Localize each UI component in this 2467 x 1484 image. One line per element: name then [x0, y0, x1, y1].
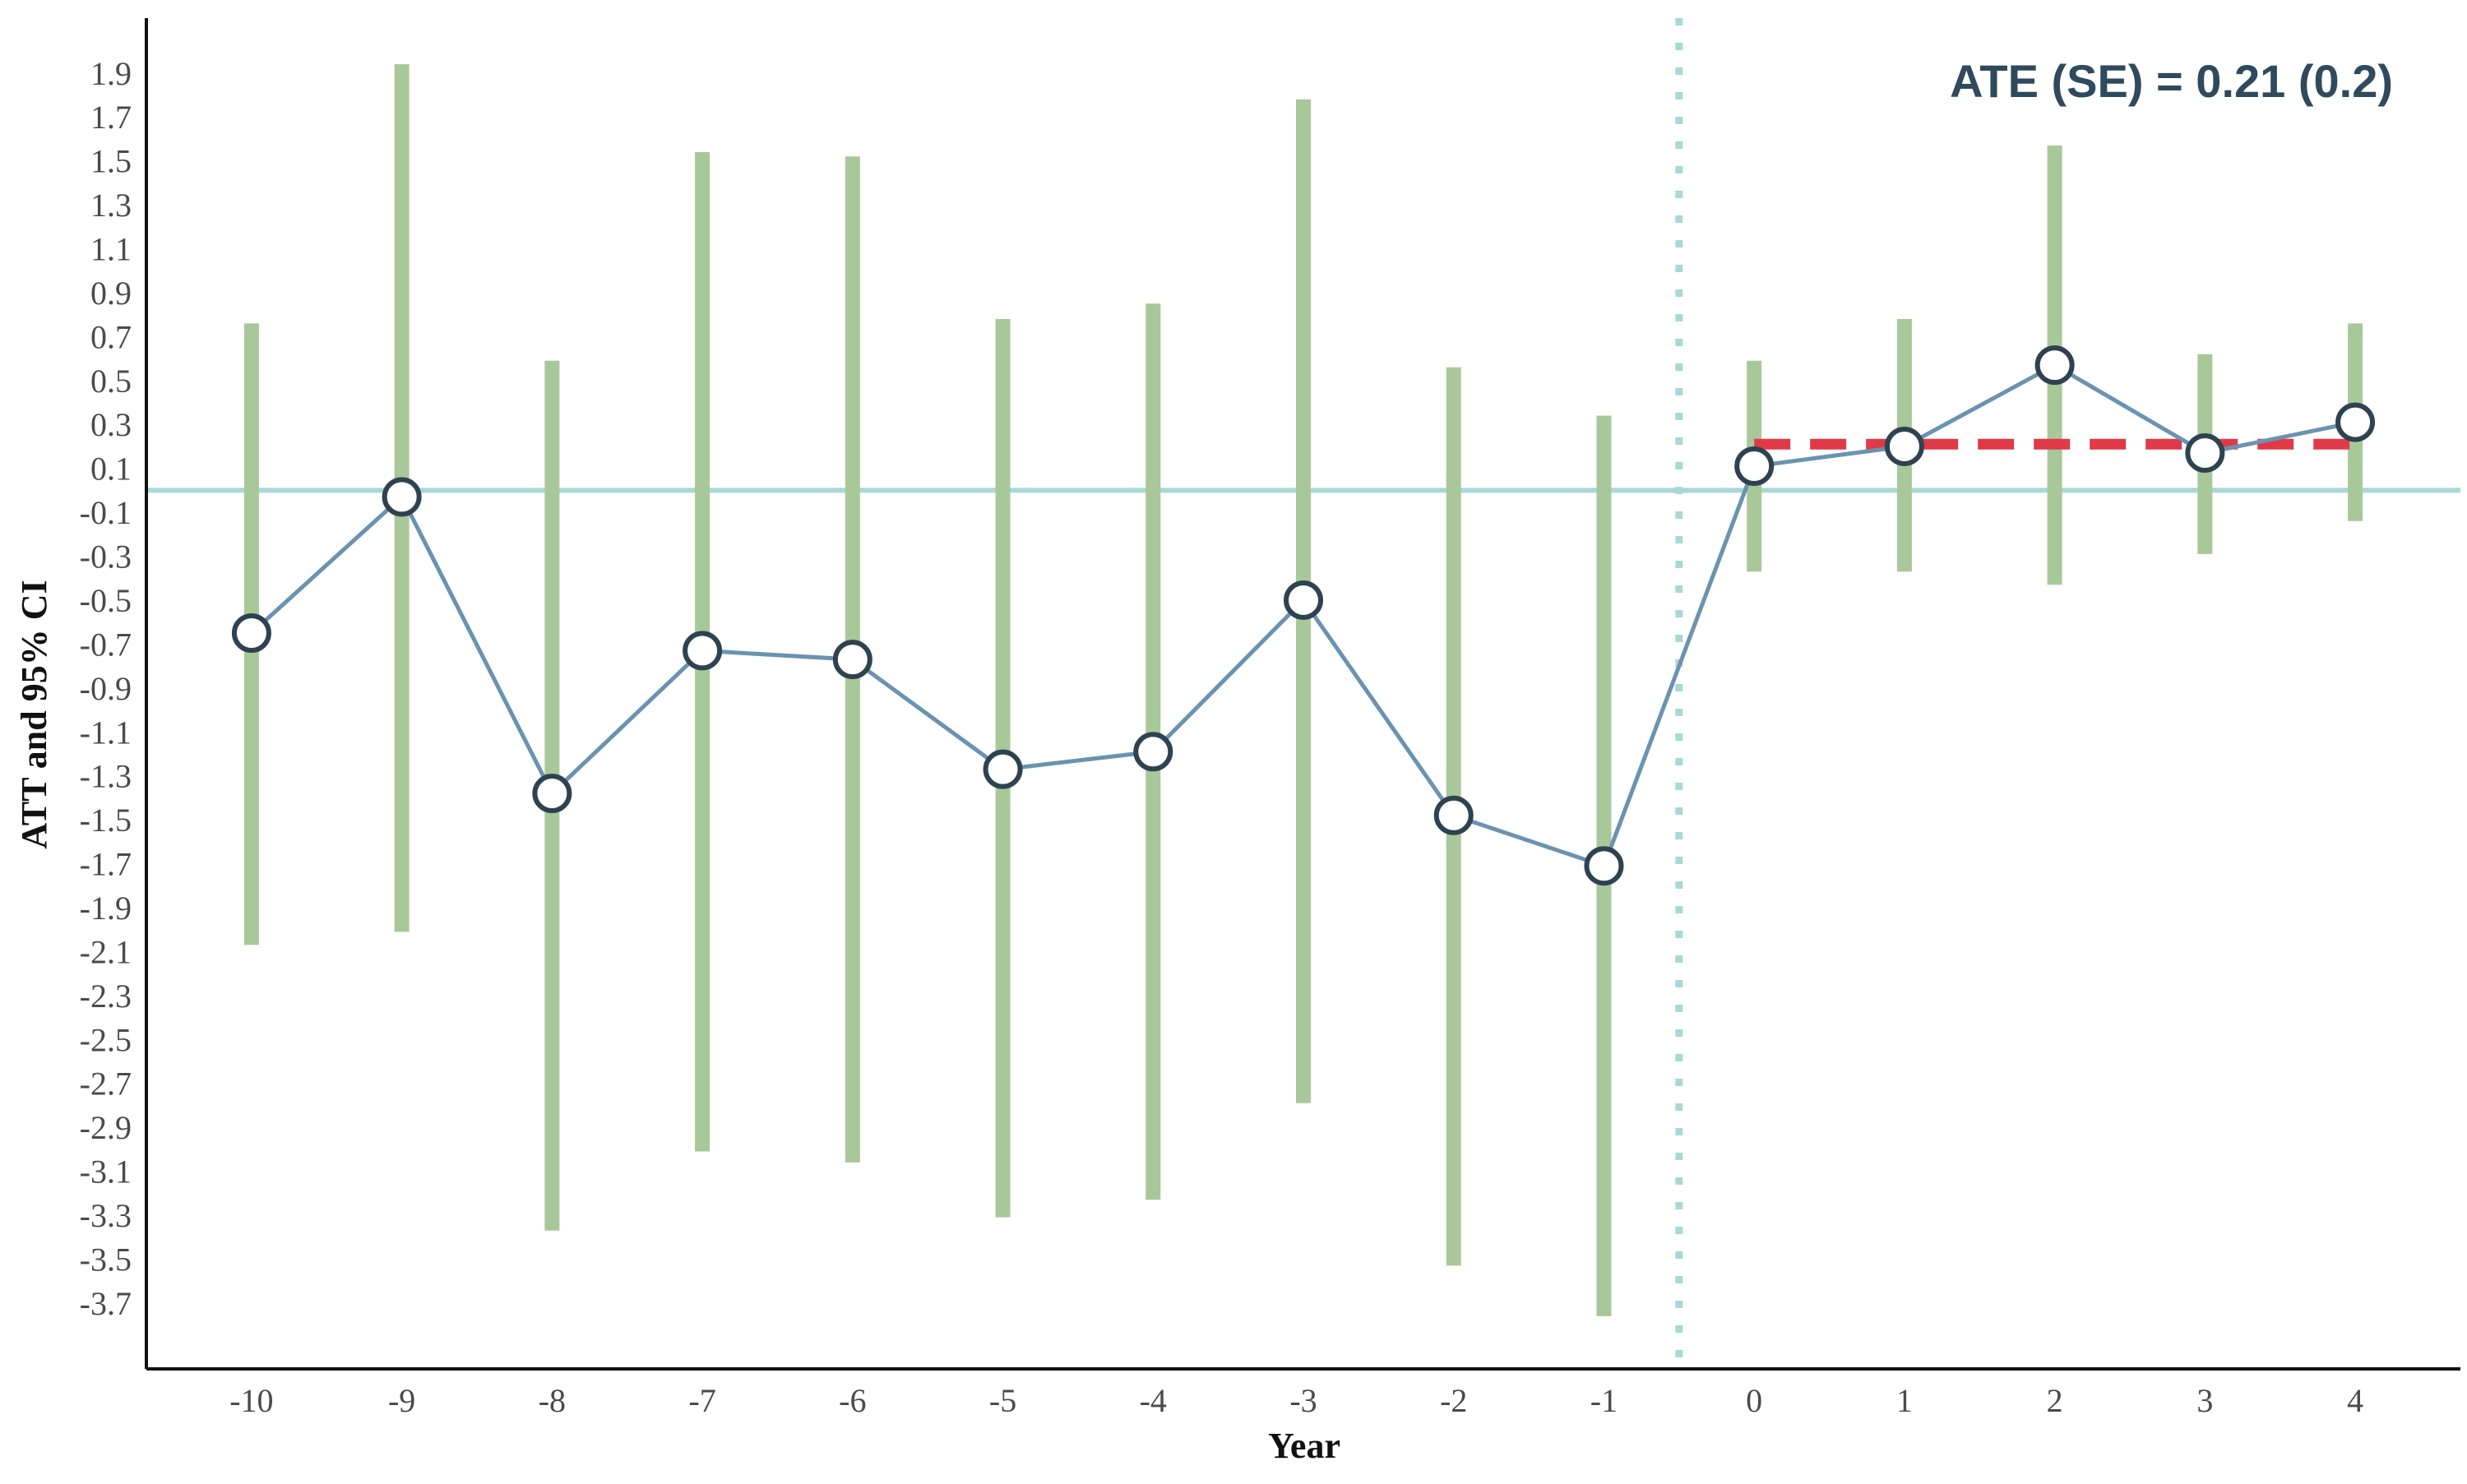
- att-point--1: [1584, 846, 1624, 886]
- att-points: [231, 345, 2376, 886]
- x-axis-title: Year: [1268, 1426, 1340, 1466]
- y-axis-title: ATT and 95% CI: [14, 580, 54, 848]
- y-tick-label: -2.9: [80, 1109, 132, 1146]
- y-tick-label: -1.7: [80, 846, 132, 883]
- att-point-2: [2034, 345, 2075, 386]
- x-tick-label: -2: [1440, 1382, 1467, 1419]
- att-point--4: [1133, 732, 1173, 772]
- att-point--9: [382, 477, 422, 517]
- y-tick-label: 0.1: [90, 451, 132, 488]
- y-tick-label: 1.1: [90, 231, 132, 268]
- y-tick-label: -2.5: [80, 1021, 132, 1058]
- x-tick-label: 3: [2196, 1382, 2213, 1419]
- y-tick-label: 0.7: [90, 318, 132, 355]
- y-tick-label: -0.5: [80, 582, 132, 619]
- y-tick-label: -1.1: [80, 714, 132, 751]
- y-tick-label: -1.9: [80, 890, 132, 927]
- att-point--6: [832, 640, 872, 680]
- x-tick-label: -4: [1140, 1382, 1167, 1419]
- x-tick-label: -5: [989, 1382, 1016, 1419]
- x-tick-label: 1: [1896, 1382, 1913, 1419]
- att-point-3: [2185, 432, 2225, 473]
- y-tick-label: -0.3: [80, 539, 132, 576]
- confidence-intervals: [243, 64, 2363, 1316]
- att-point-1: [1884, 426, 1924, 466]
- att-point--8: [532, 774, 572, 814]
- x-tick-label: -10: [229, 1382, 273, 1419]
- y-tick-label: -2.1: [80, 933, 132, 970]
- x-tick-label: -9: [388, 1382, 415, 1419]
- y-tick-label: 0.5: [90, 363, 132, 400]
- x-tick-label: -8: [539, 1382, 566, 1419]
- y-tick-label: 0.3: [90, 406, 132, 443]
- x-tick-label: -1: [1590, 1382, 1618, 1419]
- y-tick-label: -0.7: [80, 626, 132, 663]
- x-tick-label: 4: [2347, 1382, 2363, 1419]
- y-tick-label: 0.9: [90, 275, 132, 312]
- x-tick-label: 0: [1746, 1382, 1762, 1419]
- y-tick-label: 1.5: [90, 143, 132, 180]
- axes: [145, 18, 2460, 1371]
- x-tick-label: -7: [688, 1382, 715, 1419]
- x-tick-label: -6: [839, 1382, 866, 1419]
- x-tick-label: 2: [2047, 1382, 2063, 1419]
- y-tick-label: -3.5: [80, 1241, 132, 1278]
- y-tick-label: -2.3: [80, 978, 132, 1015]
- y-tick-label: -2.7: [80, 1066, 132, 1103]
- y-tick-labels: 1.9 1.7 1.5 1.3 1.1 0.9 0.7 0.5 0.3 0.1 -0.1 -0.3 -0…: [80, 55, 132, 1322]
- att-point--3: [1284, 580, 1323, 620]
- y-tick-label: -0.9: [80, 670, 132, 707]
- y-tick-label: 1.3: [90, 187, 132, 224]
- att-point--7: [683, 631, 723, 671]
- y-tick-label: -3.1: [80, 1153, 132, 1190]
- y-tick-label: -3.7: [80, 1285, 132, 1322]
- y-tick-label: -1.3: [80, 758, 132, 795]
- att-point--10: [231, 613, 271, 654]
- y-tick-label: 1.9: [90, 55, 132, 92]
- x-tick-label: -3: [1289, 1382, 1317, 1419]
- y-tick-label: 1.7: [90, 99, 132, 136]
- att-point--5: [983, 749, 1023, 789]
- ate-annotation: ATE (SE) = 0.21 (0.2): [1950, 55, 2393, 107]
- y-tick-label: -1.5: [80, 802, 132, 839]
- att-point--2: [1433, 795, 1474, 835]
- att-point-0: [1734, 446, 1775, 486]
- x-tick-labels: -10 -9 -8 -7 -6 -5 -4 -3 -2 -1 0 1 2 3 4: [229, 1382, 2363, 1419]
- y-tick-label: -0.1: [80, 494, 132, 531]
- att-point-4: [2335, 402, 2376, 442]
- y-tick-label: -3.3: [80, 1197, 132, 1234]
